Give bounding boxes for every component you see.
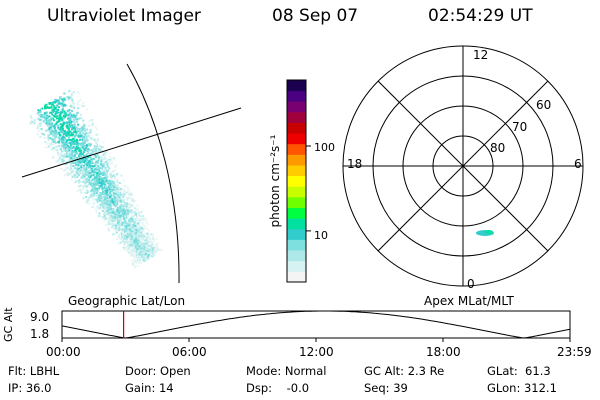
orbit-altitude-curve <box>61 310 571 339</box>
colorbar-segment <box>287 218 306 230</box>
colorbar-title: photon cm⁻²s⁻¹ <box>268 134 282 227</box>
colorbar-segment <box>287 271 306 283</box>
mlt-label-6: 6 <box>574 157 582 171</box>
colorbar-segment <box>287 122 306 134</box>
colorbar-segment <box>287 133 306 145</box>
glat-info: GLat: 61.3 <box>487 364 551 378</box>
geographic-map <box>21 63 242 284</box>
colorbar-segment <box>287 207 306 219</box>
dsp-info: Dsp: -0.0 <box>246 381 310 395</box>
colorbar-segment <box>287 80 306 92</box>
colorbar-segment <box>287 260 306 272</box>
timeline-frame <box>61 310 571 339</box>
gc-alt-info: GC Alt: 2.3 Re <box>364 364 445 378</box>
timeline-axis-label: GC Alt <box>2 307 15 342</box>
mlt-label-12: 12 <box>473 48 489 62</box>
instrument-title: Ultraviolet Imager <box>47 6 201 26</box>
meridian-line <box>126 63 180 284</box>
latitude-line <box>21 107 242 178</box>
colorbar-segment <box>287 239 306 251</box>
polar-aurora-spot <box>476 230 494 236</box>
colorbar-segment <box>287 154 306 166</box>
colorbar-segment <box>287 186 306 198</box>
polar-diagonal-2 <box>377 80 549 252</box>
timeline-plot <box>61 310 571 342</box>
timeline-xtick-1800: 18:00 <box>426 345 461 359</box>
mode-info: Mode: Normal <box>246 364 327 378</box>
colorbar-segment <box>287 90 306 102</box>
colorbar-segment <box>287 196 306 208</box>
timeline-xtick-1200: 12:00 <box>299 345 334 359</box>
colorbar-segment <box>287 250 306 262</box>
timeline-ytick-min: 1.8 <box>30 327 50 341</box>
filter-info: Flt: LBHL <box>8 364 60 378</box>
colorbar-segment <box>287 165 306 177</box>
colorbar-tick-10: 10 <box>314 229 328 242</box>
polar-plot <box>342 45 584 287</box>
colorbar-segment <box>287 175 306 187</box>
gain-info: Gain: 14 <box>125 381 174 395</box>
colorbar-segment <box>287 143 306 155</box>
door-info: Door: Open <box>125 364 191 378</box>
colorbar-tick-100: 100 <box>314 141 335 154</box>
glon-info: GLon: 312.1 <box>487 381 557 395</box>
mlat-label-70: 70 <box>512 120 528 134</box>
timeline-ytick-max: 9.0 <box>30 310 50 324</box>
time-label: 02:54:29 UT <box>428 6 533 26</box>
timeline-xtick-0600: 06:00 <box>172 345 207 359</box>
ip-info: IP: 36.0 <box>8 381 52 395</box>
colorbar-segment <box>287 228 306 240</box>
colorbar-frame <box>286 79 307 283</box>
timeline-xtick-0000: 00:00 <box>46 345 81 359</box>
colorbar: photon cm⁻²s⁻¹ <box>268 79 311 283</box>
aurora-pixels <box>29 90 163 269</box>
apex-panel-label: Apex MLat/MLT <box>424 294 514 308</box>
colorbar-segment <box>287 111 306 123</box>
seq-info: Seq: 39 <box>364 381 408 395</box>
date-label: 08 Sep 07 <box>272 6 359 26</box>
geographic-panel-label: Geographic Lat/Lon <box>68 294 186 308</box>
mlt-label-18: 18 <box>347 157 363 171</box>
mlat-label-80: 80 <box>490 141 506 155</box>
timeline-xtick-2359: 23:59 <box>557 345 592 359</box>
mlt-label-0: 0 <box>467 277 475 291</box>
mlat-label-60: 60 <box>536 98 552 112</box>
colorbar-segment <box>287 101 306 113</box>
